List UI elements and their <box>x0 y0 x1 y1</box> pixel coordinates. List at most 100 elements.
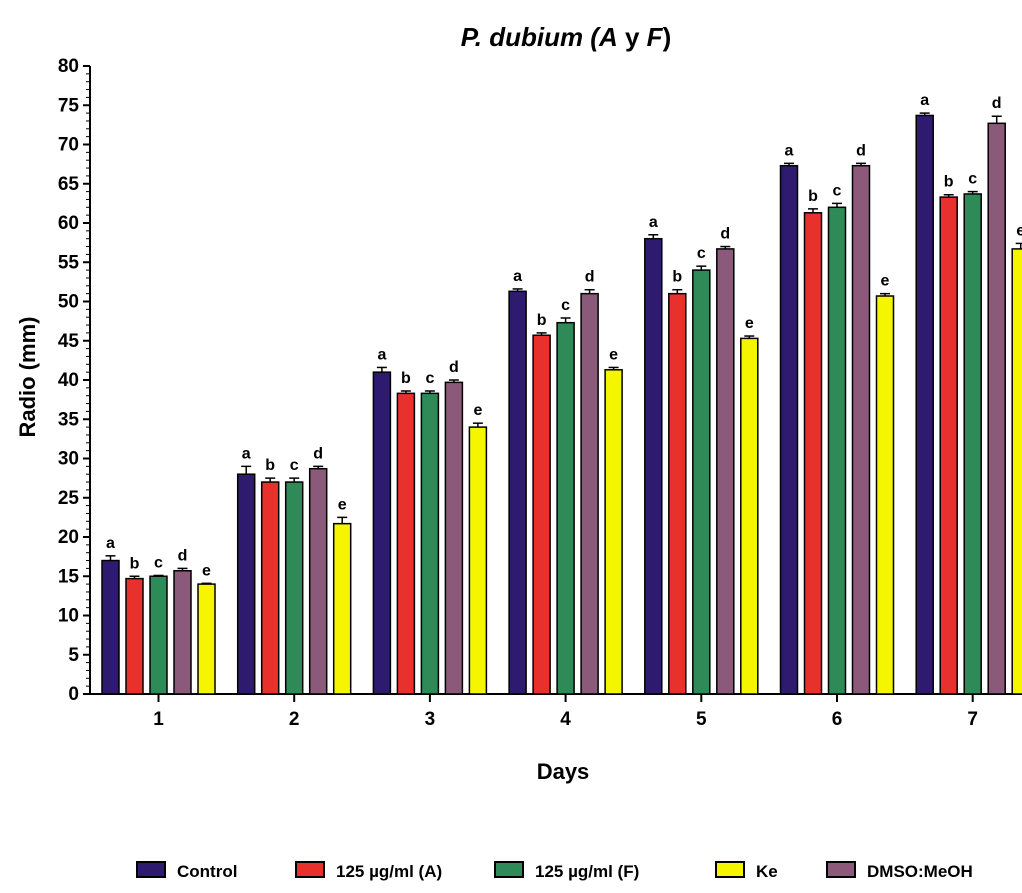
bar <box>915 114 934 695</box>
bar <box>604 369 623 695</box>
bar <box>875 295 895 695</box>
significance-letter: b <box>944 174 954 191</box>
y-tick-label: 45 <box>58 331 80 352</box>
significance-letter: b <box>672 269 682 286</box>
significance-letter: e <box>881 273 890 290</box>
bar <box>580 292 599 695</box>
bar <box>851 164 871 695</box>
chart-title: P. dubium (A y F) <box>461 22 671 52</box>
x-tick-label: 7 <box>967 709 978 730</box>
significance-letter: c <box>697 245 706 262</box>
y-tick-label: 55 <box>58 252 80 273</box>
y-tick-label: 20 <box>58 527 79 548</box>
significance-letter: e <box>473 402 482 419</box>
y-tick-label: 5 <box>68 645 79 666</box>
legend-label: 125 µg/ml (A) <box>336 862 442 881</box>
significance-letter: d <box>178 547 188 564</box>
chart-title-part: ) <box>663 22 672 52</box>
significance-letter: d <box>856 142 866 159</box>
y-axis: 0 5 10 15 20 25 30 35 40 45 50 55 60 65 70 75 80 <box>58 56 91 705</box>
chart-title-part: A <box>598 22 618 52</box>
bar <box>420 392 440 695</box>
bar <box>260 481 280 695</box>
y-tick-label: 15 <box>58 566 80 587</box>
significance-letter: c <box>561 297 570 314</box>
bar <box>644 237 663 695</box>
legend: Control 125 µg/ml (A) 125 µg/ml (F) Ke DMSO:… <box>136 861 973 881</box>
legend-swatch <box>295 861 325 878</box>
chart-title-part: y <box>618 22 647 52</box>
bar <box>197 583 216 695</box>
significance-letter: c <box>833 182 842 199</box>
significance-letter: a <box>106 535 115 552</box>
legend-label: Control <box>177 862 237 881</box>
significance-letter: c <box>425 370 434 387</box>
bar <box>101 559 120 695</box>
significance-letter: c <box>290 457 299 474</box>
bar <box>308 467 328 695</box>
legend-swatch <box>826 861 856 878</box>
y-tick-label: 30 <box>58 449 79 470</box>
bar <box>508 290 527 695</box>
legend-label: 125 µg/ml (F) <box>535 862 639 881</box>
significance-letter: c <box>968 171 977 188</box>
significance-letter: b <box>401 370 411 387</box>
x-tick-label: 1 <box>153 709 164 730</box>
significance-letter: d <box>313 445 323 462</box>
chart-title-part: P. dubium ( <box>461 22 603 52</box>
y-tick-label: 50 <box>58 292 79 313</box>
y-tick-label: 80 <box>58 56 79 77</box>
legend-swatch <box>715 861 745 878</box>
y-tick-label: 40 <box>58 370 79 391</box>
significance-letter: d <box>720 226 730 243</box>
bar <box>468 426 488 695</box>
bar <box>125 577 144 695</box>
significance-letter: d <box>992 95 1002 112</box>
x-tick-label: 2 <box>289 709 300 730</box>
significance-letter: a <box>513 268 522 285</box>
y-tick-label: 25 <box>58 488 80 509</box>
bar <box>827 206 847 695</box>
significance-letter: b <box>808 188 818 205</box>
bar <box>1011 248 1022 695</box>
significance-letter: d <box>449 359 459 376</box>
bar <box>444 381 464 695</box>
bar <box>332 522 352 695</box>
legend-swatch <box>494 861 524 878</box>
bar <box>716 248 735 695</box>
bar <box>532 334 551 695</box>
legend-label: DMSO:MeOH <box>867 862 973 881</box>
bar <box>939 196 958 695</box>
bar <box>779 164 799 695</box>
y-axis-title: Radio (mm) <box>15 317 40 438</box>
bar <box>668 292 687 695</box>
x-axis: 1 2 3 4 5 6 7 <box>90 693 1022 730</box>
significance-letter: e <box>745 315 754 332</box>
significance-letter: a <box>649 214 658 231</box>
significance-letter: a <box>920 92 929 109</box>
bar <box>692 269 711 695</box>
x-tick-label: 6 <box>832 709 843 730</box>
bar <box>396 392 416 695</box>
x-tick-label: 3 <box>425 709 436 730</box>
significance-letter: e <box>202 562 211 579</box>
significance-letter: b <box>537 312 547 329</box>
significance-letter: b <box>130 555 140 572</box>
x-tick-label: 4 <box>560 709 571 730</box>
y-tick-label: 60 <box>58 213 79 234</box>
significance-letter: a <box>242 445 251 462</box>
bar <box>173 570 192 695</box>
legend-label: Ke <box>756 862 778 881</box>
bar <box>149 575 168 695</box>
bar <box>987 122 1006 695</box>
legend-swatch <box>136 861 166 878</box>
chart-title-part: F <box>647 22 664 52</box>
y-tick-label: 35 <box>58 409 80 430</box>
bar <box>284 481 304 695</box>
bar <box>556 321 575 695</box>
y-tick-label: 10 <box>58 606 79 627</box>
y-tick-label: 65 <box>58 174 80 195</box>
significance-letter: a <box>377 346 386 363</box>
